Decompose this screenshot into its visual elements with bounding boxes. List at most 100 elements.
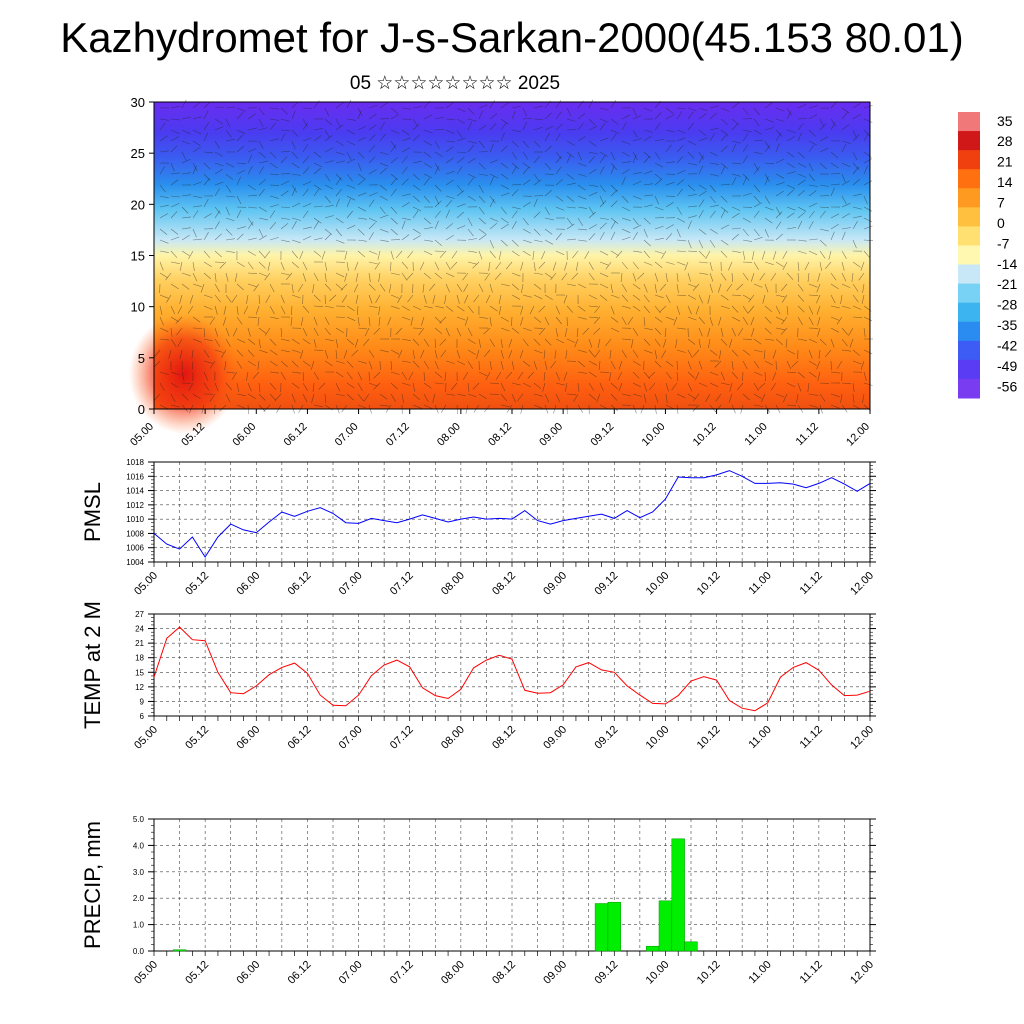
wind-barb xyxy=(434,129,445,131)
wind-barb xyxy=(566,283,576,287)
wind-barb xyxy=(588,184,598,187)
wind-barb xyxy=(478,184,484,193)
wind-barb xyxy=(159,184,166,193)
wind-barb xyxy=(401,371,408,380)
wind-barb xyxy=(354,338,359,348)
wind-barb xyxy=(577,113,586,120)
wind-barb xyxy=(302,382,308,391)
wind-barb xyxy=(340,283,348,291)
wind-barb xyxy=(252,371,260,379)
x-tick-label: 11.00 xyxy=(746,959,773,986)
wind-barb xyxy=(324,316,330,326)
wind-barb xyxy=(731,294,742,296)
wind-barb xyxy=(390,114,399,120)
wind-barb xyxy=(841,162,851,168)
wind-barb xyxy=(563,294,568,304)
wind-barb xyxy=(775,107,785,112)
wind-barb xyxy=(577,173,587,177)
y-tick-label: 2.0 xyxy=(133,894,145,903)
wind-barb xyxy=(819,261,822,271)
y-tick-label: 15 xyxy=(135,668,144,677)
wind-barb xyxy=(762,294,766,304)
wind-barb xyxy=(555,371,560,381)
wind-barb xyxy=(522,327,532,332)
wind-barb xyxy=(836,316,843,325)
wind-barb xyxy=(720,327,724,337)
wind-barb xyxy=(467,177,474,186)
wind-barb xyxy=(566,140,575,146)
wind-barb xyxy=(324,294,326,305)
wind-barb xyxy=(434,382,444,385)
wind-barb xyxy=(544,272,553,279)
wind-barb xyxy=(819,147,829,153)
wind-barb xyxy=(456,184,463,193)
wind-barb xyxy=(269,393,277,401)
wind-barb xyxy=(324,147,334,153)
wind-barb xyxy=(571,272,579,280)
wind-barb xyxy=(379,404,389,407)
wind-barb xyxy=(434,239,443,247)
wind-barb xyxy=(203,198,209,208)
wind-barb xyxy=(709,195,716,204)
wind-barb xyxy=(731,349,739,357)
wind-barb xyxy=(478,371,488,377)
wind-barb xyxy=(159,239,169,244)
wind-barb xyxy=(324,261,328,271)
wind-barb xyxy=(599,231,605,241)
wind-barb xyxy=(830,327,840,333)
wind-barb xyxy=(632,224,642,230)
wind-barb xyxy=(390,144,397,153)
wind-barb xyxy=(500,283,510,287)
wind-barb xyxy=(851,272,854,282)
wind-barb xyxy=(159,150,169,153)
wind-barb xyxy=(566,238,576,241)
wind-barb xyxy=(753,261,759,270)
wind-barb xyxy=(720,224,730,230)
wind-barb xyxy=(478,206,485,215)
wind-barb xyxy=(742,192,752,197)
wind-barb xyxy=(797,104,807,109)
wind-barb xyxy=(830,294,836,304)
wind-barb xyxy=(709,261,713,271)
wind-barb xyxy=(423,177,430,186)
wind-barb xyxy=(632,115,642,120)
wind-barb xyxy=(312,382,315,392)
wind-barb xyxy=(520,261,524,271)
wind-barb xyxy=(632,294,641,301)
wind-barb xyxy=(456,129,463,138)
wind-barb xyxy=(500,122,507,131)
wind-barb xyxy=(720,209,726,219)
x-tick-label: 08.00 xyxy=(439,570,467,598)
wind-barb xyxy=(511,393,516,403)
wind-barb xyxy=(753,139,763,142)
wind-barb xyxy=(423,195,431,203)
wind-barb xyxy=(863,239,874,241)
wind-barb xyxy=(456,203,466,208)
wind-barb xyxy=(786,404,797,407)
wind-barb xyxy=(368,232,374,241)
wind-barb xyxy=(708,338,711,348)
wind-barb xyxy=(643,228,648,238)
wind-barb xyxy=(808,393,818,396)
wind-barb xyxy=(726,283,733,292)
wind-barb xyxy=(797,189,806,197)
wind-barb xyxy=(214,305,218,315)
y-tick-label: 30 xyxy=(131,95,145,110)
wind-barb xyxy=(236,283,244,291)
wind-barb xyxy=(362,338,370,346)
wind-barb xyxy=(599,166,605,175)
wind-barb xyxy=(423,239,433,242)
wind-barb xyxy=(522,201,531,208)
wind-barb xyxy=(335,360,345,364)
wind-barb xyxy=(280,360,288,368)
wind-barb xyxy=(577,206,587,209)
wind-barb xyxy=(489,382,500,384)
x-tick-label: 07.12 xyxy=(388,959,416,987)
wind-barb xyxy=(748,305,755,314)
wind-barb xyxy=(357,382,363,391)
wind-barb xyxy=(654,178,662,186)
wind-barb xyxy=(731,272,733,283)
wind-barb xyxy=(310,360,315,370)
wind-barb xyxy=(368,145,376,153)
